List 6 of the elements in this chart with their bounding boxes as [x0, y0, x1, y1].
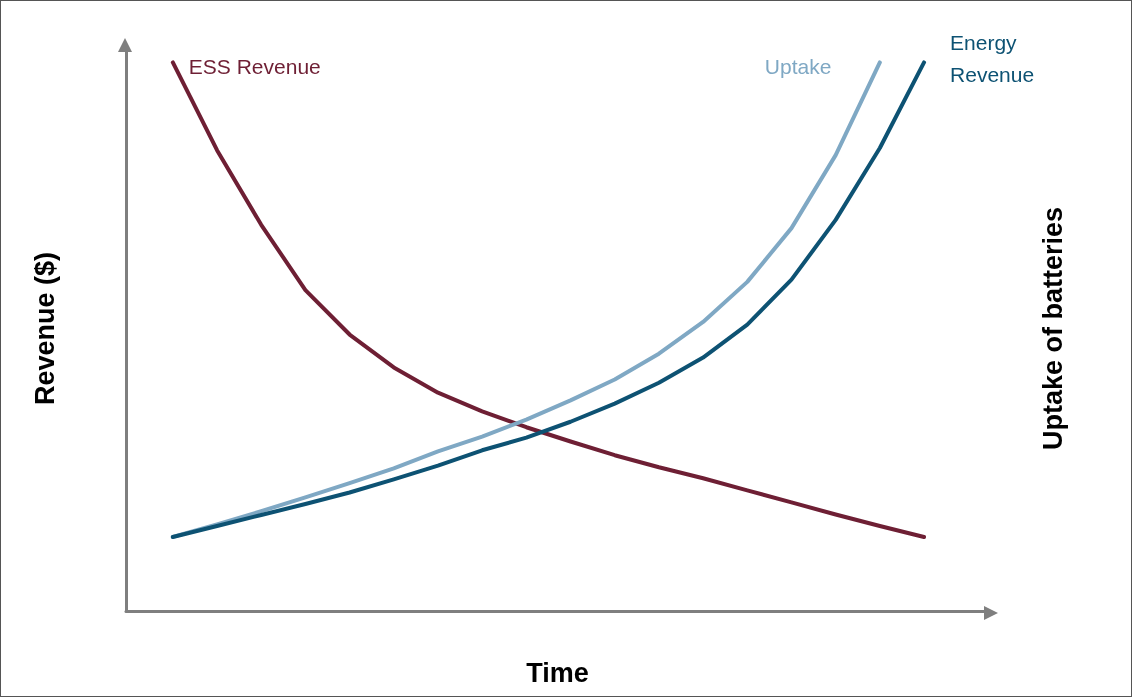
y-axis-title: Revenue ($) — [29, 251, 60, 406]
series-label: Energy Revenue — [950, 30, 1035, 86]
series-label: Uptake — [764, 54, 832, 78]
x-axis-title: Time — [526, 657, 589, 688]
y2-axis-title: Uptake of batteries — [1037, 206, 1068, 451]
series-label: ESS Revenue — [188, 54, 321, 78]
